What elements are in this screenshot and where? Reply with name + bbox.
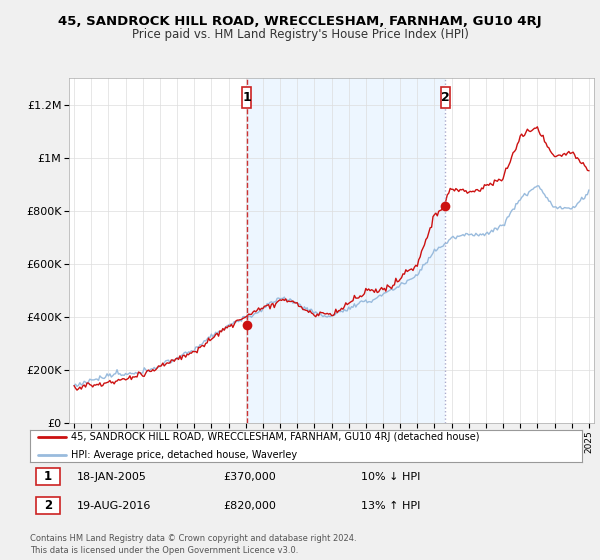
Text: 10% ↓ HPI: 10% ↓ HPI bbox=[361, 472, 421, 482]
Text: 13% ↑ HPI: 13% ↑ HPI bbox=[361, 501, 421, 511]
Text: 2: 2 bbox=[44, 500, 52, 512]
Text: 45, SANDROCK HILL ROAD, WRECCLESHAM, FARNHAM, GU10 4RJ (detached house): 45, SANDROCK HILL ROAD, WRECCLESHAM, FAR… bbox=[71, 432, 480, 442]
FancyBboxPatch shape bbox=[35, 468, 61, 485]
Text: 45, SANDROCK HILL ROAD, WRECCLESHAM, FARNHAM, GU10 4RJ: 45, SANDROCK HILL ROAD, WRECCLESHAM, FAR… bbox=[58, 15, 542, 28]
Text: 2: 2 bbox=[441, 91, 450, 104]
Text: Price paid vs. HM Land Registry's House Price Index (HPI): Price paid vs. HM Land Registry's House … bbox=[131, 28, 469, 41]
FancyBboxPatch shape bbox=[242, 87, 251, 108]
FancyBboxPatch shape bbox=[35, 497, 61, 514]
Text: 18-JAN-2005: 18-JAN-2005 bbox=[77, 472, 147, 482]
Text: HPI: Average price, detached house, Waverley: HPI: Average price, detached house, Wave… bbox=[71, 450, 298, 460]
Text: 19-AUG-2016: 19-AUG-2016 bbox=[77, 501, 151, 511]
Text: Contains HM Land Registry data © Crown copyright and database right 2024.
This d: Contains HM Land Registry data © Crown c… bbox=[30, 534, 356, 555]
Text: 1: 1 bbox=[242, 91, 251, 104]
Bar bbox=[247, 78, 445, 423]
FancyBboxPatch shape bbox=[441, 87, 450, 108]
Text: £820,000: £820,000 bbox=[223, 501, 276, 511]
Text: 1: 1 bbox=[44, 470, 52, 483]
Text: £370,000: £370,000 bbox=[223, 472, 276, 482]
